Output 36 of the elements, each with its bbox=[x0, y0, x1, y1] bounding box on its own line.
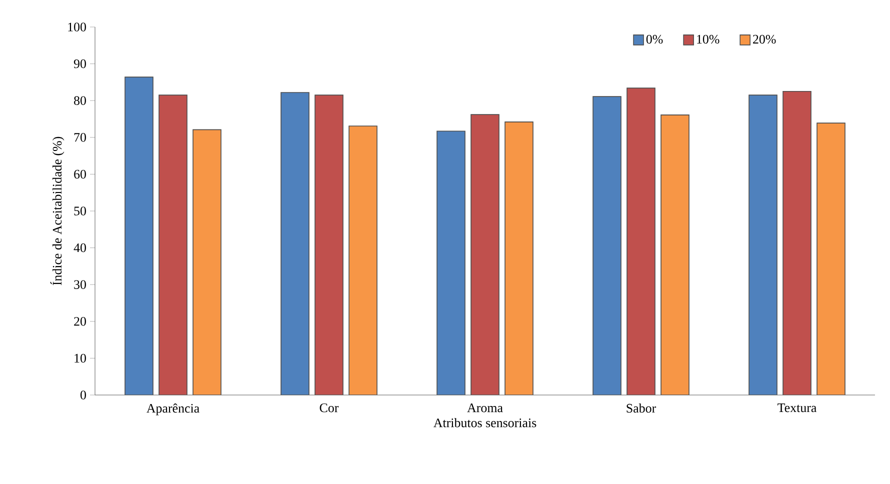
bar bbox=[592, 96, 622, 395]
y-tick-label: 90 bbox=[74, 59, 86, 68]
bar bbox=[782, 91, 812, 395]
x-tick-label: Aparência bbox=[146, 404, 200, 416]
legend-label: 10% bbox=[697, 34, 720, 44]
y-tick-label: 10 bbox=[74, 354, 86, 363]
y-tick-label: 60 bbox=[74, 170, 86, 179]
y-tick-label: 30 bbox=[74, 280, 86, 289]
y-tick-label: 0 bbox=[80, 390, 86, 400]
x-tick-label: Sabor bbox=[626, 404, 656, 413]
bar bbox=[192, 129, 222, 395]
bar bbox=[470, 114, 500, 395]
y-tick-label: 100 bbox=[68, 22, 86, 32]
bar bbox=[436, 130, 466, 395]
bar bbox=[816, 122, 846, 395]
bar bbox=[314, 94, 344, 395]
bar bbox=[158, 94, 188, 395]
y-tick-label: 80 bbox=[74, 96, 86, 105]
y-tick-label: 20 bbox=[74, 317, 86, 326]
y-tick-label: 70 bbox=[74, 133, 86, 142]
x-tick-label: Aroma bbox=[467, 404, 503, 412]
y-tick-label: 50 bbox=[74, 206, 86, 216]
bar bbox=[348, 126, 378, 395]
bar bbox=[280, 92, 310, 395]
bar bbox=[748, 94, 778, 395]
x-tick-label: Textura bbox=[778, 404, 817, 412]
legend-label: 0% bbox=[646, 34, 663, 44]
y-axis-title: Índice de Aceitabilidade (%) bbox=[50, 136, 64, 286]
x-tick-label: Cor bbox=[320, 404, 339, 412]
y-tick-label: 40 bbox=[74, 243, 86, 252]
x-axis-title: Atributos sensoriais bbox=[434, 418, 536, 428]
bar bbox=[504, 122, 534, 395]
legend-label: 20% bbox=[753, 34, 776, 44]
bar bbox=[626, 88, 656, 395]
bar bbox=[124, 76, 154, 395]
bar bbox=[660, 114, 690, 395]
